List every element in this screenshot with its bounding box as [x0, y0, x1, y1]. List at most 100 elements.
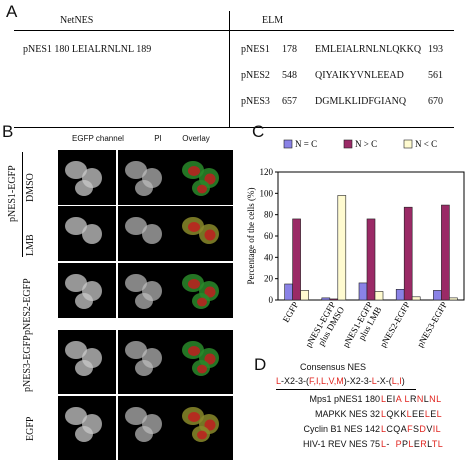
bar — [358, 282, 368, 301]
x-tick-label-line: pNES3-EGFP — [415, 300, 449, 348]
legend-label: N = C — [295, 139, 317, 149]
bar — [284, 283, 293, 301]
elm-sequence: QIYAIKYVNLEEAD — [315, 70, 404, 81]
table-header-elm: ELM — [262, 15, 284, 26]
table-header-netnes: NetNES — [60, 15, 94, 26]
residue: L — [381, 439, 387, 449]
micrograph-image — [118, 150, 176, 205]
x-tick-label: pNES3-EGFP — [415, 300, 449, 348]
residue: T — [431, 439, 438, 449]
bar — [300, 290, 309, 301]
x-tick-label-line: EGFP — [281, 300, 301, 324]
motif-part: -X-( — [376, 376, 392, 386]
bar — [374, 291, 384, 301]
residue: N — [416, 394, 424, 404]
legend-swatch — [283, 139, 293, 149]
table-top-rule — [14, 30, 454, 31]
residue: S — [413, 424, 420, 434]
elm-end: 561 — [428, 70, 443, 81]
micrograph-image — [118, 396, 176, 460]
panel-a-letter: A — [6, 2, 18, 21]
row-label-pnes3: pNES3-EGFP — [22, 335, 33, 392]
elm-start: 548 — [282, 70, 297, 81]
legend-label: N > C — [355, 139, 377, 149]
bar — [395, 289, 405, 301]
x-tick-label: EGFP — [281, 300, 301, 324]
residue: L — [381, 409, 387, 419]
legend-label: N < C — [415, 139, 437, 149]
row-label-egfp: EGFP — [25, 416, 36, 441]
bar — [337, 195, 347, 301]
micrograph-image — [175, 263, 233, 318]
nes-sequence: LQKKLEELEL — [381, 409, 442, 419]
nes-sequence: LEIA LRNLNL — [381, 394, 441, 404]
bar — [449, 297, 458, 301]
nes-sequence: LCQAFSDVIL — [381, 424, 441, 434]
residue: L — [436, 409, 443, 419]
y-axis-label: Percentage of the cells (%) — [246, 188, 256, 285]
col-header-egfp: EGFP channel — [72, 134, 124, 143]
micrograph-image — [118, 263, 176, 318]
elm-start: 657 — [282, 96, 297, 107]
elm-name: pNES3 — [241, 96, 270, 107]
micrograph-image — [58, 150, 116, 205]
consensus-title: Consensus NES — [300, 362, 367, 372]
motif-part: -X2-3-( — [281, 376, 310, 386]
residue: CQA — [386, 424, 408, 434]
residue: L — [406, 409, 413, 419]
nes-label: Mps1 pNES1 180 — [309, 394, 380, 404]
micrograph-image — [58, 263, 116, 318]
residue: V — [426, 424, 433, 434]
elm-end: 670 — [428, 96, 443, 107]
residue: L — [427, 439, 432, 449]
residue: QKK — [386, 409, 407, 419]
residue: L — [381, 424, 387, 434]
micrograph-image — [58, 396, 116, 460]
motif-part: )-X2-3- — [343, 376, 372, 386]
bar — [441, 204, 450, 301]
motif-part: L,I — [391, 376, 402, 386]
y-tick-label: 20 — [264, 274, 274, 284]
residue: F — [407, 424, 414, 434]
panel-d-letter: D — [254, 355, 267, 374]
table-bottom-rule — [14, 127, 454, 128]
nes-sequence: L- PPLERLTL — [381, 439, 443, 449]
motif-part: ) — [401, 376, 405, 386]
residue: L — [437, 439, 444, 449]
micrograph-image — [175, 150, 233, 205]
elm-end: 193 — [428, 44, 443, 55]
micrograph-image — [118, 330, 176, 394]
residue: E — [430, 409, 437, 419]
x-tick-label-line: pNES2-EGFP — [378, 300, 412, 348]
row-label-lmb: LMB — [25, 234, 36, 256]
table-divider — [229, 11, 230, 128]
consensus-rule — [276, 389, 416, 390]
residue: R — [409, 394, 417, 404]
residue: I — [432, 424, 436, 434]
residue: P — [402, 439, 409, 449]
micrograph-image — [58, 206, 116, 261]
bar — [321, 297, 331, 301]
residue: L — [423, 394, 430, 404]
residue: L — [404, 394, 410, 404]
consensus-motif: L-X2-3-(F,I,L,V,M)-X2-3-L-X-(L,I) — [276, 376, 405, 386]
residue: L — [381, 394, 387, 404]
micrograph-image — [175, 396, 233, 460]
bar — [433, 290, 442, 301]
col-header-overlay: Overlay — [182, 134, 210, 143]
netnes-row: pNES1 180 LEIALRNLNL 189 — [23, 44, 152, 55]
y-tick-label: 120 — [260, 167, 274, 177]
bar — [292, 218, 301, 301]
elm-name: pNES1 — [241, 44, 270, 55]
residue: L — [435, 424, 442, 434]
motif-part: F,I,L,V,M — [309, 376, 344, 386]
residue: EI — [386, 394, 396, 404]
bar — [403, 206, 413, 301]
x-tick-label: pNES2-EGFP — [378, 300, 412, 348]
panel-b-letter: B — [2, 122, 14, 141]
micrograph-image — [175, 330, 233, 394]
nes-label: Cyclin B1 NES 142 — [303, 424, 380, 434]
residue: A — [395, 394, 402, 404]
